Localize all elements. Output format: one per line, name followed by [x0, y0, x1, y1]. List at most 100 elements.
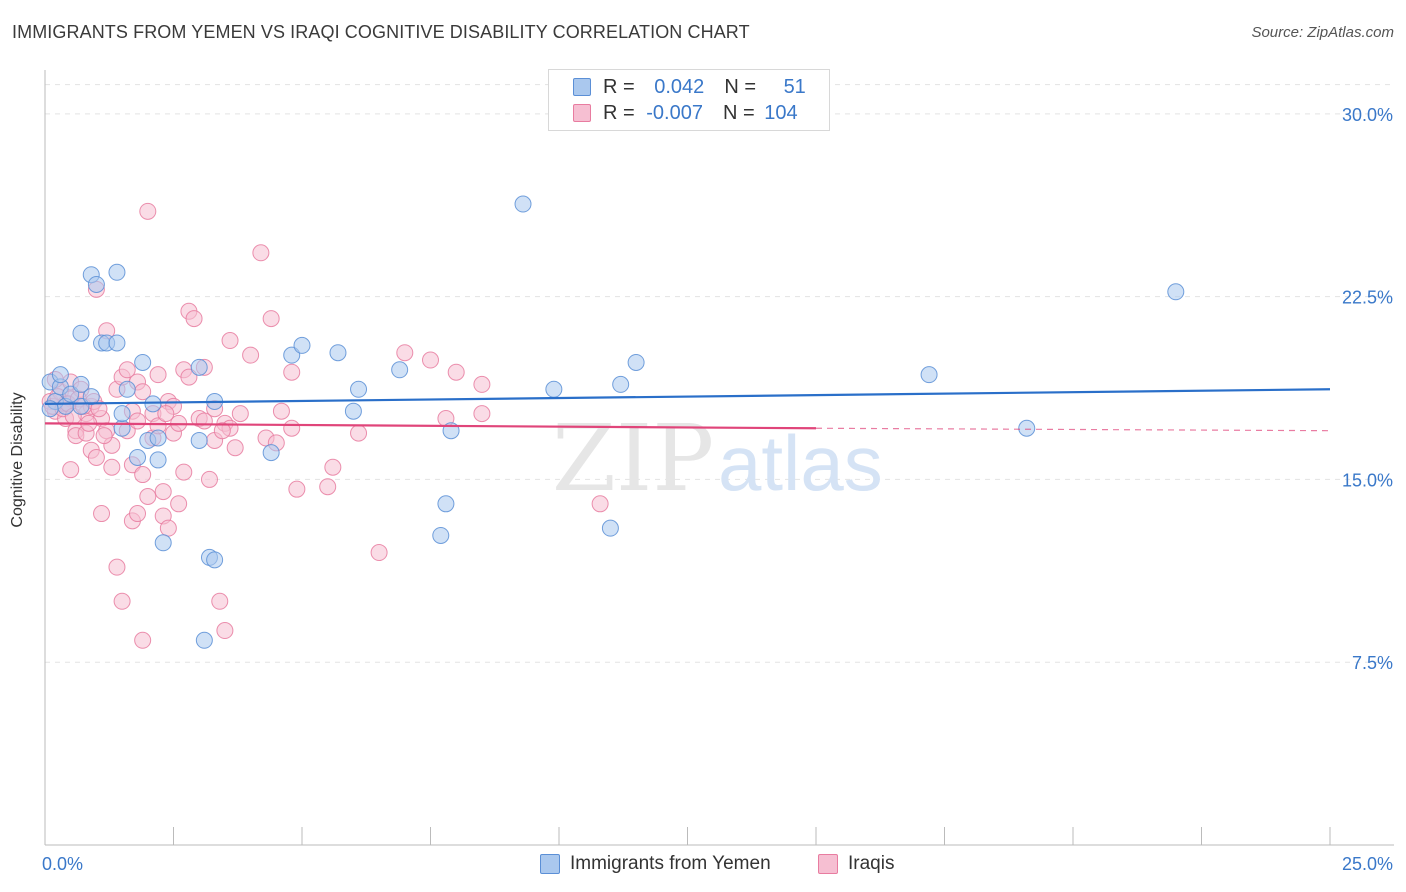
point-iraqis [159, 519, 177, 537]
point-iraqis [213, 422, 231, 440]
legend-swatch-yemen [573, 78, 591, 96]
point-iraqis [272, 402, 290, 420]
point-yemen [129, 449, 147, 466]
point-yemen [283, 346, 301, 364]
point-yemen [134, 353, 152, 371]
point-yemen [262, 444, 280, 462]
gridlines [45, 84, 1394, 663]
legend-n-value: 51 [783, 75, 806, 98]
point-yemen [190, 358, 208, 376]
point-yemen [1167, 283, 1185, 301]
x-tick-label: 0.0% [42, 854, 83, 874]
legend-swatch-iraqis [573, 104, 591, 122]
point-iraqis [95, 427, 113, 445]
point-yemen [154, 534, 172, 552]
point-iraqis [103, 458, 121, 476]
point-iraqis [157, 405, 175, 423]
x-tick-label: 25.0% [1342, 854, 1393, 874]
point-yemen [601, 519, 619, 537]
point-yemen [62, 385, 80, 403]
point-iraqis [396, 344, 414, 362]
point-iraqis [62, 461, 80, 479]
bottom-legend-label-yemen: Immigrants from Yemen [570, 853, 771, 874]
point-yemen [190, 431, 208, 449]
point-iraqis [170, 495, 188, 513]
point-yemen [612, 375, 630, 393]
point-iraqis [422, 351, 439, 369]
point-yemen [72, 397, 90, 415]
point-iraqis [319, 478, 337, 496]
source-label: Source: ZipAtlas.com [1251, 24, 1394, 41]
y-tick-label: 22.5% [1342, 288, 1393, 308]
point-yemen [437, 495, 455, 513]
point-yemen [144, 395, 162, 413]
point-iraqis [90, 400, 108, 418]
bottom-legend-swatch-yemen [540, 854, 560, 874]
point-iraqis [370, 544, 388, 562]
point-yemen [118, 380, 136, 398]
legend-r-value: -0.007 [646, 101, 703, 124]
point-yemen [51, 366, 69, 384]
legend-r-label: R = [603, 101, 641, 124]
point-iraqis [134, 631, 152, 649]
point-iraqis [324, 458, 342, 476]
point-yemen [627, 353, 645, 371]
stats-legend: R = 0.042 N = 51 R = -0.007 N = 104 [548, 69, 830, 131]
point-yemen [1018, 419, 1036, 437]
legend-n-value: 104 [764, 101, 798, 124]
point-iraqis [154, 483, 172, 501]
watermark-atlas: atlas [718, 419, 883, 507]
point-iraqis [139, 202, 157, 220]
point-yemen [329, 344, 347, 362]
point-iraqis [200, 470, 218, 488]
point-iraqis [180, 368, 198, 386]
legend-row-yemen: R = 0.042 N = 51 [573, 75, 806, 99]
trend-line-iraqis-extension [815, 427, 1331, 432]
legend-n-label: N = [722, 101, 761, 124]
point-yemen [149, 429, 167, 447]
legend-r-value: 0.042 [654, 75, 705, 98]
point-yemen [432, 526, 450, 544]
point-iraqis [252, 244, 270, 262]
y-tick-label: 15.0% [1342, 470, 1393, 490]
y-tick-label: 7.5% [1352, 653, 1393, 673]
point-iraqis [149, 366, 167, 384]
point-iraqis [288, 480, 306, 498]
point-iraqis [129, 505, 147, 523]
point-yemen [108, 263, 126, 281]
point-iraqis [211, 592, 229, 610]
point-iraqis [139, 487, 157, 505]
point-iraqis [216, 622, 234, 640]
point-iraqis [221, 332, 239, 350]
chart-title: IMMIGRANTS FROM YEMEN VS IRAQI COGNITIVE… [12, 22, 750, 42]
point-yemen [82, 388, 100, 406]
point-iraqis [591, 495, 609, 513]
bottom-legend-swatch-iraqis [818, 854, 838, 874]
legend-n-label: N = [724, 75, 762, 98]
point-iraqis [350, 424, 368, 442]
point-yemen [391, 361, 409, 379]
point-yemen [195, 631, 213, 649]
trend-line-iraqis [44, 422, 817, 430]
point-yemen [113, 419, 131, 437]
tick-labels: 7.5% 15.0% 22.5% 30.0% 0.0% 25.0% [42, 105, 1393, 874]
point-iraqis [185, 310, 203, 328]
point-yemen [113, 405, 131, 423]
point-iraqis [231, 405, 249, 423]
point-iraqis [113, 592, 131, 610]
point-yemen [514, 195, 532, 213]
point-iraqis [283, 363, 301, 381]
point-yemen [344, 402, 362, 420]
point-yemen [350, 380, 368, 398]
legend-row-iraqis: R = -0.007 N = 104 [573, 101, 798, 125]
point-yemen [72, 375, 90, 393]
point-yemen [149, 451, 167, 469]
point-yemen [206, 551, 224, 569]
point-iraqis [134, 466, 152, 484]
point-yemen [108, 334, 126, 352]
bottom-legend-label-iraqis: Iraqis [848, 853, 895, 874]
y-tick-label: 30.0% [1342, 105, 1393, 125]
point-iraqis [226, 439, 244, 457]
point-yemen [545, 380, 563, 398]
point-iraqis [175, 463, 193, 481]
